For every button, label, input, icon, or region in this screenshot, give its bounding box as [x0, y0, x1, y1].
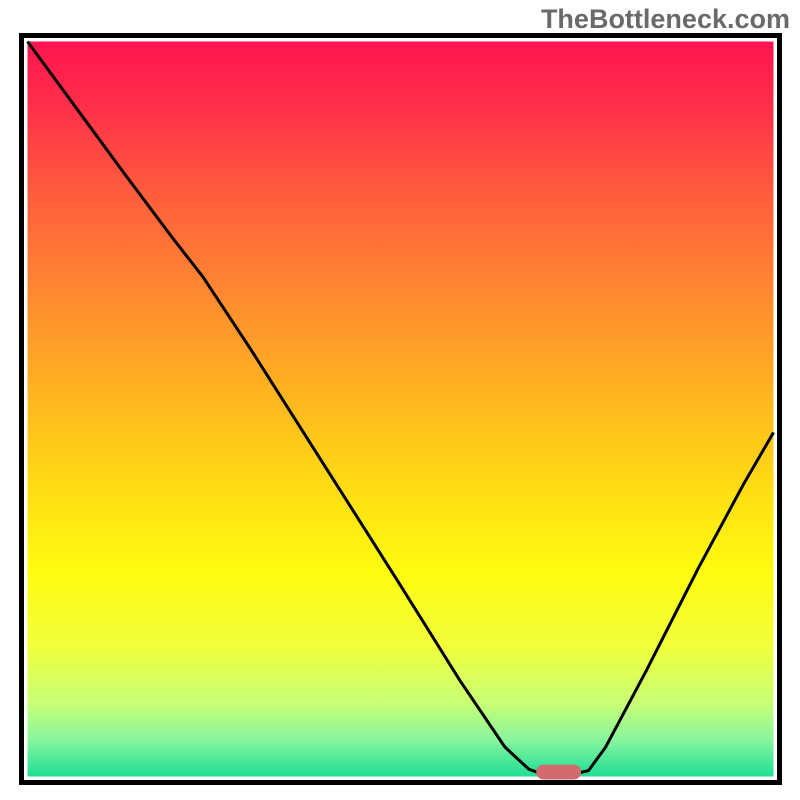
chart-svg: [19, 33, 782, 785]
optimal-marker: [536, 765, 581, 780]
bottleneck-chart: [19, 33, 782, 785]
chart-background: [28, 42, 774, 777]
watermark-text: TheBottleneck.com: [541, 4, 790, 35]
